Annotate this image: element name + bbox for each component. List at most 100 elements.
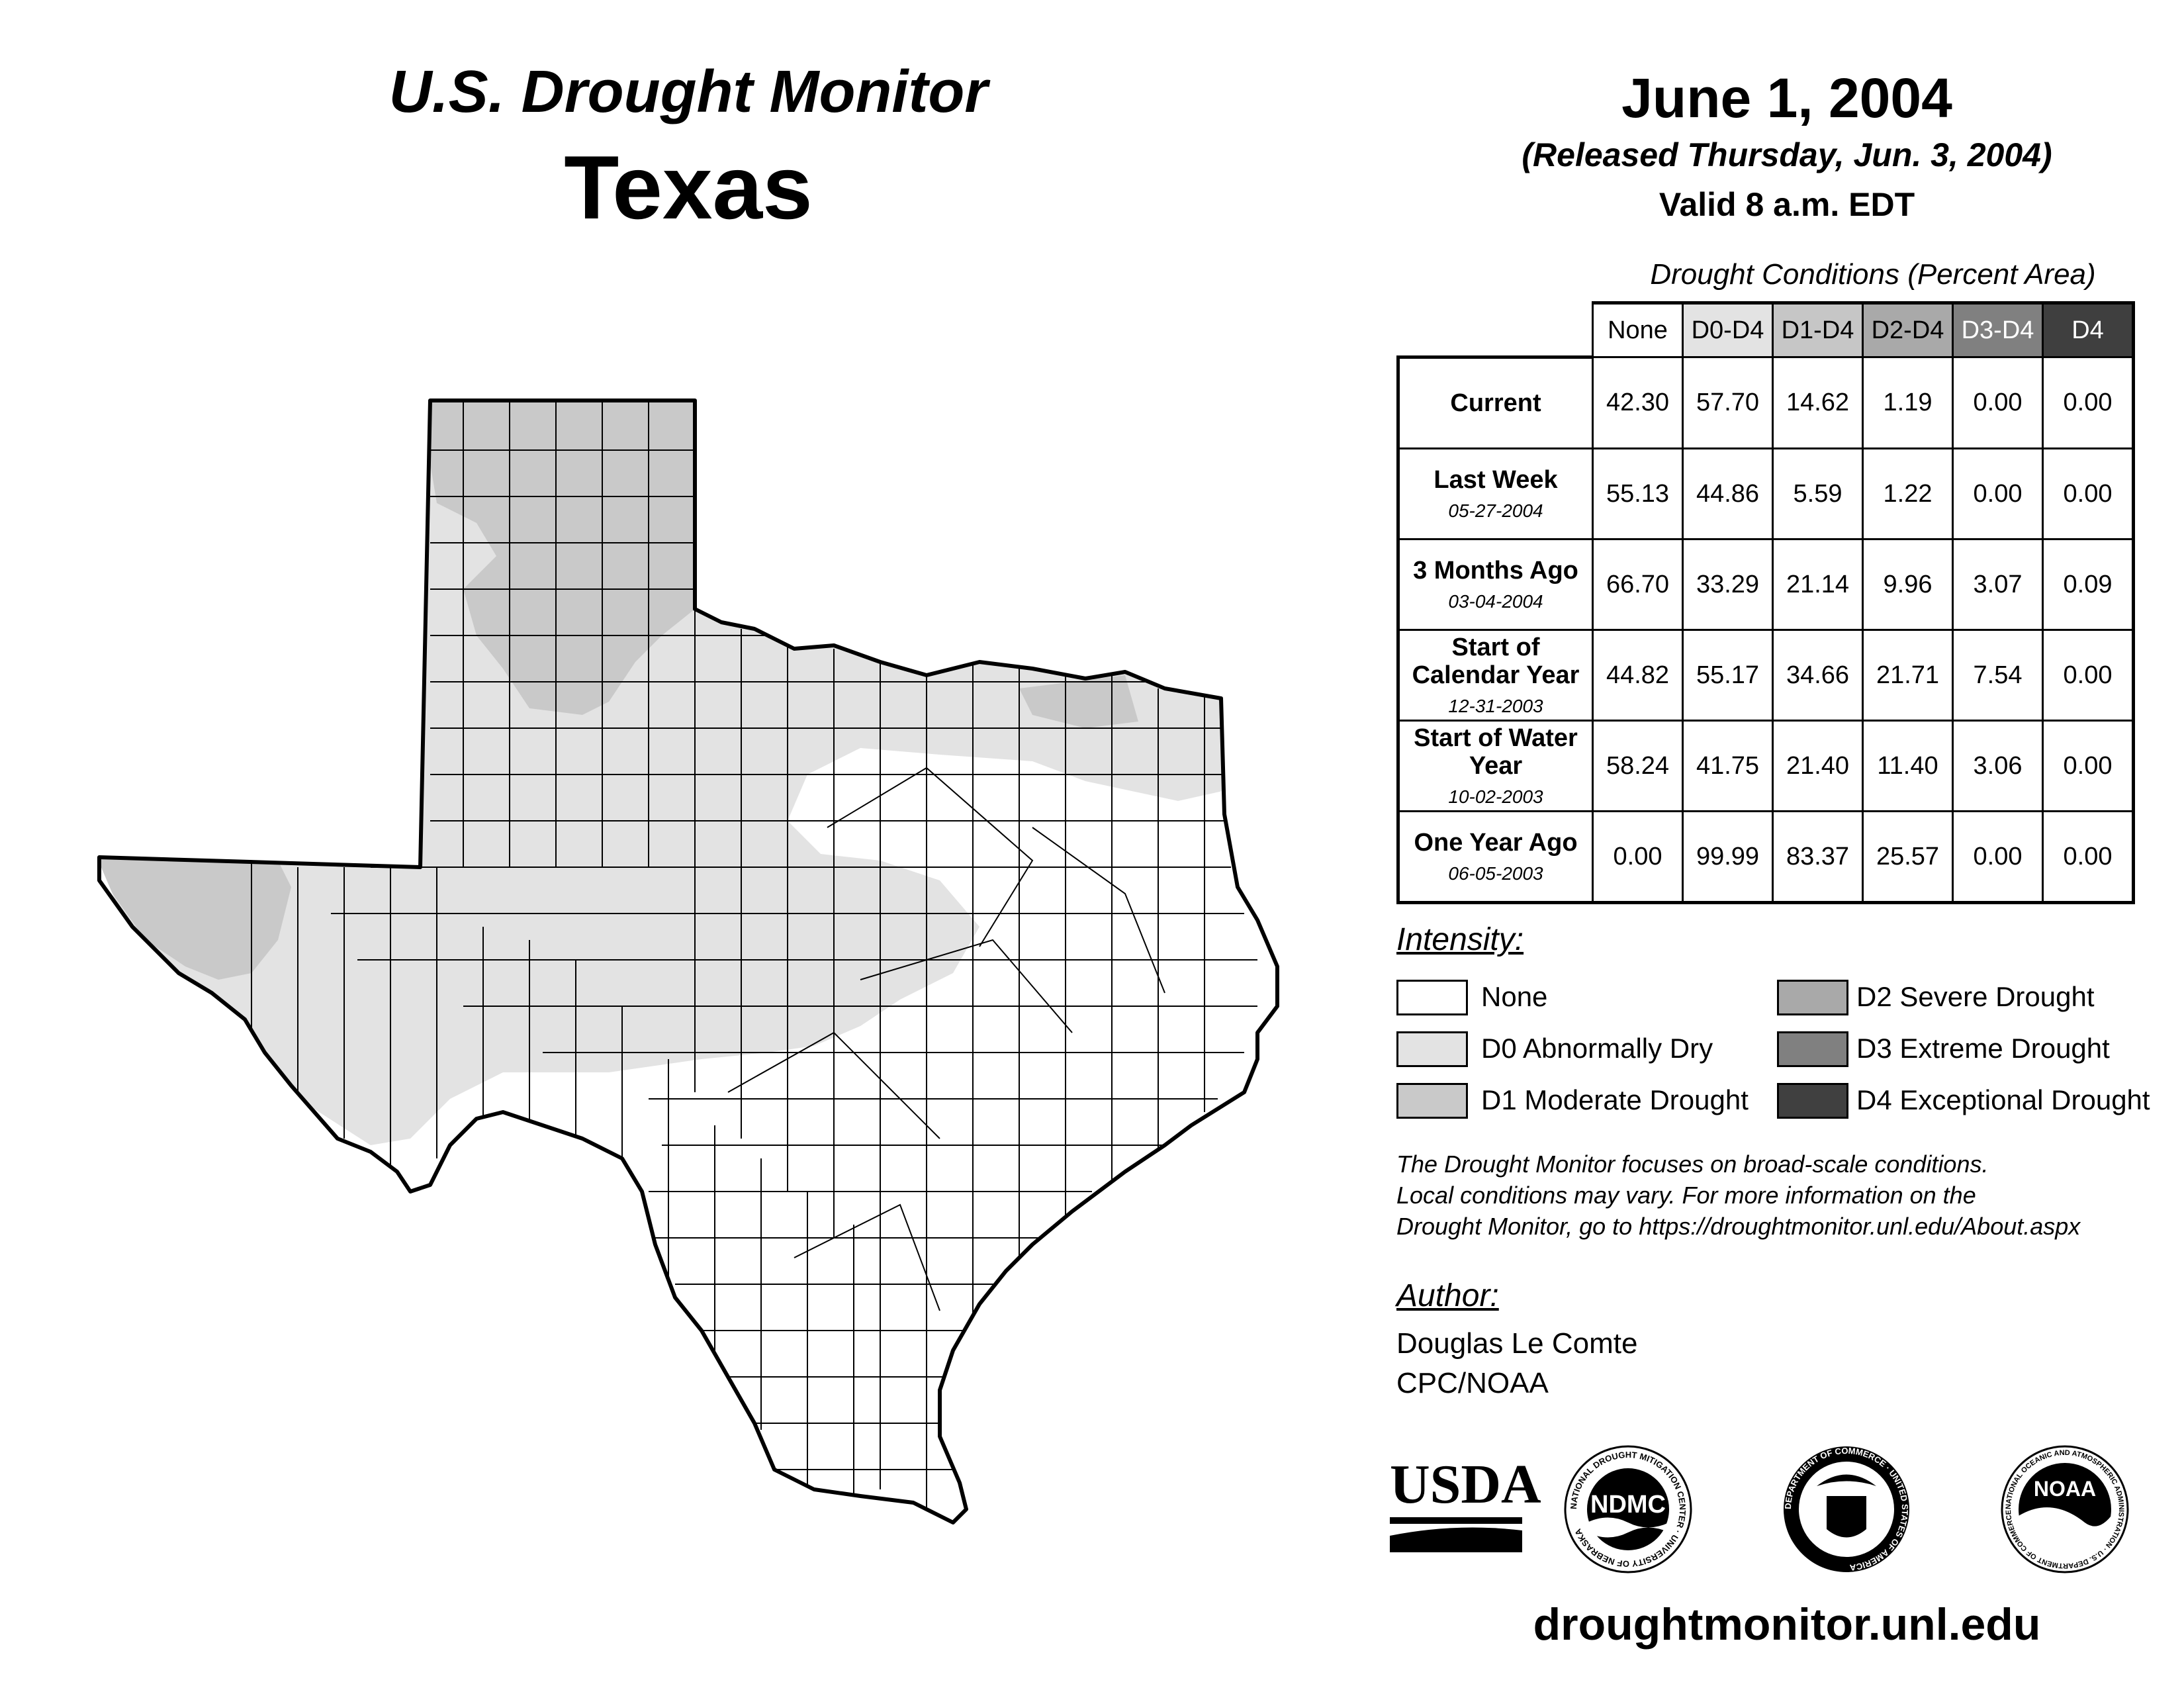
row-date: 06-05-2003: [1448, 863, 1543, 884]
table-row: Start of Calendar Year 12-31-2003 44.82 55.…: [1396, 629, 2135, 722]
legend-label-d2: D2 Severe Drought: [1856, 981, 2095, 1012]
cell-d4: 0.00: [2042, 810, 2135, 904]
legend-label-d1: D1 Moderate Drought: [1481, 1084, 1749, 1115]
cell-d1-d4: 34.66: [1772, 629, 1864, 722]
legend-label-none: None: [1481, 981, 1548, 1012]
table-row: One Year Ago 06-05-2003 0.00 99.99 83.37 25.5…: [1396, 810, 2135, 904]
legend-label-d4: D4 Exceptional Drought: [1856, 1084, 2150, 1115]
cell-none: 44.82: [1592, 629, 1684, 722]
cell-d0-d4: 41.75: [1682, 720, 1774, 812]
agency-logos: USDA NDMC NATIONAL DROUGHT MITIGATION CE…: [1390, 1445, 2129, 1573]
drought-d1-northeast: [1019, 675, 1138, 728]
row-header: One Year Ago 06-05-2003: [1396, 810, 1594, 904]
legend-label-d3: D3 Extreme Drought: [1856, 1033, 2110, 1064]
cell-d4: 0.00: [2042, 629, 2135, 722]
cell-d1-d4: 14.62: [1772, 356, 1864, 449]
legend-label-d0: D0 Abnormally Dry: [1481, 1033, 1713, 1064]
cell-d1-d4: 21.40: [1772, 720, 1864, 812]
col-header-d4: D4: [2042, 301, 2135, 358]
cell-d0-d4: 99.99: [1682, 810, 1774, 904]
row-header: Last Week 05-27-2004: [1396, 447, 1594, 540]
cell-none: 58.24: [1592, 720, 1684, 812]
noaa-logo-text: NOAA: [2034, 1477, 2096, 1501]
row-date: 12-31-2003: [1448, 696, 1543, 716]
usda-logo-text: USDA: [1390, 1454, 1541, 1515]
cell-d2-d4: 9.96: [1862, 538, 1954, 631]
cell-d2-d4: 25.57: [1862, 810, 1954, 904]
cell-none: 0.00: [1592, 810, 1684, 904]
row-label: 3 Months Ago: [1413, 557, 1578, 585]
legend-swatch-d0: [1396, 1031, 1468, 1067]
cell-d1-d4: 5.59: [1772, 447, 1864, 540]
legend-swatch-d1: [1396, 1083, 1468, 1119]
map-title: U.S. Drought Monitor: [388, 59, 988, 125]
cell-none: 55.13: [1592, 447, 1684, 540]
table-row: Last Week 05-27-2004 55.13 44.86 5.59 1.22 0.0…: [1396, 447, 2135, 540]
noaa-logo: NOAA NATIONAL OCEANIC AND ATMOSPHERIC AD…: [2001, 1445, 2129, 1573]
col-header-d1-d4: D1-D4: [1772, 301, 1864, 358]
ndmc-logo-text: NDMC: [1590, 1491, 1666, 1519]
row-label: Current: [1450, 389, 1541, 417]
table-corner: [1398, 303, 1593, 359]
cell-d4: 0.00: [2042, 720, 2135, 812]
note-line-2: Local conditions may vary. For more info…: [1396, 1182, 1976, 1209]
cell-d0-d4: 33.29: [1682, 538, 1774, 631]
note-line-1: The Drought Monitor focuses on broad-sca…: [1396, 1150, 1989, 1178]
table-row: Start of Water Year 10-02-2003 58.24 41.75 2…: [1396, 720, 2135, 812]
drought-conditions-table: None D0-D4 D1-D4 D2-D4 D3-D4 D4 Current 4…: [1396, 301, 2135, 904]
author-org: CPC/NOAA: [1396, 1367, 1549, 1399]
author-title: Author:: [1396, 1278, 1499, 1313]
website-link[interactable]: droughtmonitor.unl.edu: [1533, 1599, 2041, 1650]
disclaimer-note: The Drought Monitor focuses on broad-sca…: [1396, 1149, 2158, 1242]
legend-swatch-d4: [1777, 1083, 1848, 1119]
usda-logo: USDA: [1390, 1454, 1541, 1552]
map-date: June 1, 2004: [1621, 67, 1952, 129]
cell-d2-d4: 11.40: [1862, 720, 1954, 812]
row-label: Start of Water Year: [1414, 724, 1578, 780]
table-header-row: None D0-D4 D1-D4 D2-D4 D3-D4 D4: [1398, 301, 2135, 359]
texas-state-outline: [97, 399, 1279, 1524]
col-header-d3-d4: D3-D4: [1952, 301, 2044, 358]
cell-d2-d4: 1.22: [1862, 447, 1954, 540]
row-label: Start of Calendar Year: [1412, 633, 1580, 689]
drought-d1-far-west: [99, 847, 291, 980]
legend-swatch-d2: [1777, 980, 1848, 1015]
cell-d4: 0.00: [2042, 356, 2135, 449]
cell-d1-d4: 21.14: [1772, 538, 1864, 631]
author-name: Douglas Le Comte: [1396, 1327, 1638, 1360]
cell-d0-d4: 55.17: [1682, 629, 1774, 722]
cell-d4: 0.09: [2042, 538, 2135, 631]
county-lines: [251, 400, 1257, 1509]
col-header-none: None: [1592, 301, 1684, 358]
row-header: Current: [1396, 356, 1594, 449]
note-line-3: Drought Monitor, go to https://droughtmo…: [1396, 1213, 2081, 1240]
cell-none: 42.30: [1592, 356, 1684, 449]
row-date: 05-27-2004: [1448, 500, 1543, 521]
commerce-seal: DEPARTMENT OF COMMERCE · UNITED STATES O…: [1783, 1446, 1910, 1573]
row-date: 03-04-2004: [1448, 591, 1543, 612]
table-row: Current 42.30 57.70 14.62 1.19 0.00 0.00: [1396, 356, 2135, 449]
row-label: Last Week: [1433, 466, 1558, 494]
cell-d4: 0.00: [2042, 447, 2135, 540]
cell-d3-d4: 3.06: [1952, 720, 2044, 812]
cell-d3-d4: 0.00: [1952, 810, 2044, 904]
cell-d2-d4: 21.71: [1862, 629, 1954, 722]
cell-d3-d4: 3.07: [1952, 538, 2044, 631]
cell-d0-d4: 44.86: [1682, 447, 1774, 540]
region-title: Texas: [564, 137, 813, 238]
row-date: 10-02-2003: [1448, 786, 1543, 807]
legend-swatch-none: [1396, 980, 1468, 1015]
row-header: Start of Calendar Year 12-31-2003: [1396, 629, 1594, 722]
cell-d0-d4: 57.70: [1682, 356, 1774, 449]
table-row: 3 Months Ago 03-04-2004 66.70 33.29 21.14 9.9…: [1396, 538, 2135, 631]
cell-d3-d4: 7.54: [1952, 629, 2044, 722]
valid-time: Valid 8 a.m. EDT: [1659, 186, 1915, 223]
row-header: 3 Months Ago 03-04-2004: [1396, 538, 1594, 631]
legend-title: Intensity:: [1396, 922, 1524, 957]
cell-d3-d4: 0.00: [1952, 447, 2044, 540]
ndmc-logo: NDMC NATIONAL DROUGHT MITIGATION CENTER …: [1564, 1445, 1692, 1573]
cell-d2-d4: 1.19: [1862, 356, 1954, 449]
cell-d3-d4: 0.00: [1952, 356, 2044, 449]
col-header-d2-d4: D2-D4: [1862, 301, 1954, 358]
col-header-d0-d4: D0-D4: [1682, 301, 1774, 358]
